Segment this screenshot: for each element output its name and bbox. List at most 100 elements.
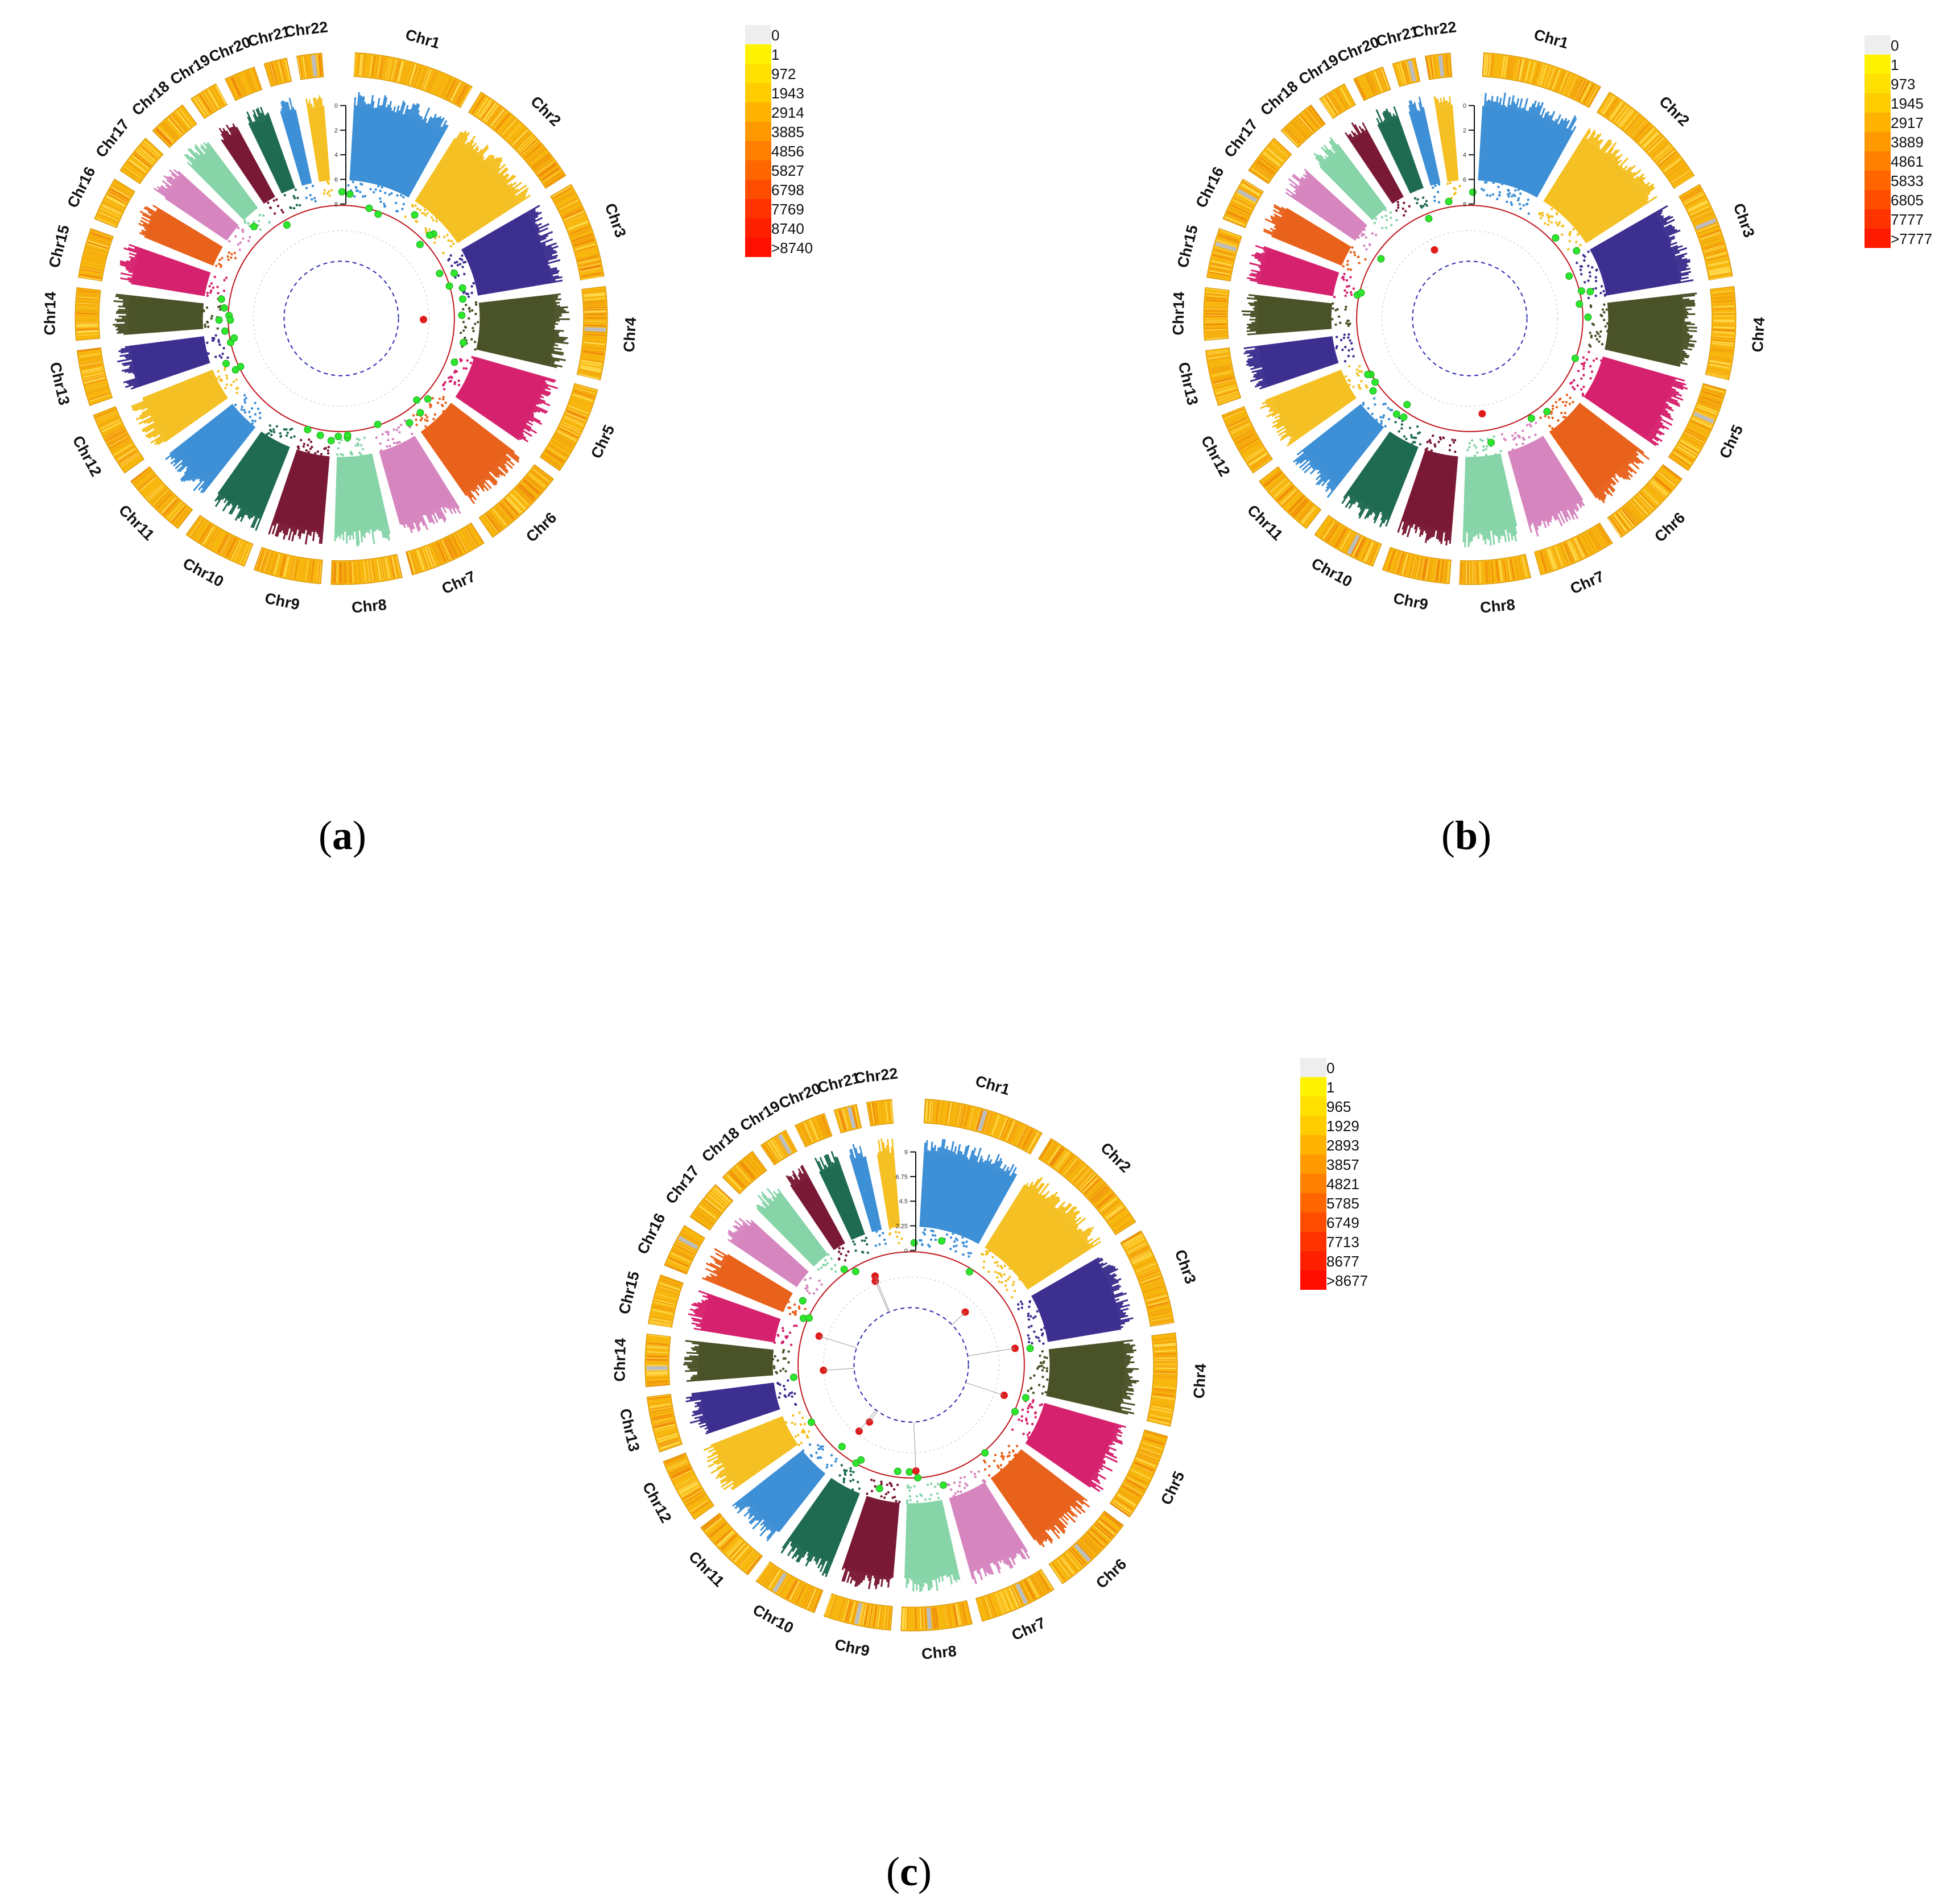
snp-point <box>858 1487 861 1490</box>
manhattan-band-chr12 <box>130 362 239 445</box>
snp-point <box>435 220 438 223</box>
manhattan-band-chr1 <box>1478 92 1577 215</box>
snp-point <box>915 1495 919 1498</box>
snp-point <box>392 428 395 431</box>
snp-point <box>424 214 427 217</box>
snp-point <box>1597 332 1600 336</box>
snp-point <box>906 1499 909 1502</box>
density-ring-chr15 <box>78 227 114 282</box>
snp-point <box>350 453 354 456</box>
snp-point <box>1006 1288 1008 1292</box>
snp-point <box>849 1473 853 1476</box>
snp-point <box>998 1280 1001 1283</box>
snp-point <box>833 1264 837 1266</box>
axis-tick-label: 6 <box>334 176 338 183</box>
snp-point <box>305 196 308 200</box>
legend-swatch <box>745 218 771 238</box>
snp-point <box>880 1480 883 1483</box>
snp-point <box>360 444 363 447</box>
snp-point <box>780 1342 783 1344</box>
snp-point <box>377 185 380 188</box>
manhattan-band-chr16 <box>138 204 237 268</box>
snp-point <box>1041 1369 1044 1372</box>
snp-point <box>1582 356 1585 359</box>
chromosome-label: Chr4 <box>621 317 639 353</box>
snp-point <box>1522 437 1524 440</box>
snp-point <box>468 317 470 320</box>
snp-point <box>1436 191 1440 193</box>
snp-point <box>1589 304 1592 307</box>
snp-point <box>424 227 427 230</box>
snp-point <box>402 202 406 206</box>
snp-point <box>956 1239 959 1241</box>
snp-point <box>1345 322 1348 325</box>
snp-point <box>206 341 209 344</box>
manhattan-band-chr4 <box>1027 1339 1139 1415</box>
snp-point <box>272 199 276 202</box>
snp-point <box>1357 383 1361 387</box>
snp-point <box>1331 318 1334 321</box>
snp-point <box>230 253 233 256</box>
density-ring-chr14 <box>75 287 101 341</box>
snp-point <box>1345 279 1349 282</box>
legend-swatch <box>745 160 771 180</box>
snp-point <box>1549 215 1552 218</box>
snp-point <box>1583 259 1586 262</box>
snp-point <box>1382 414 1386 417</box>
density-ring-chr21 <box>833 1104 862 1134</box>
significant-snp-point <box>445 282 453 290</box>
legend-label: 3857 <box>1326 1156 1359 1173</box>
snp-point <box>1008 1451 1011 1454</box>
snp-point <box>243 411 247 414</box>
snp-point <box>248 411 251 413</box>
snp-point <box>205 320 209 324</box>
snp-point <box>1569 396 1572 399</box>
snp-point <box>414 220 417 223</box>
snp-point <box>309 448 312 450</box>
snp-point <box>353 195 356 198</box>
snp-point <box>1598 340 1601 343</box>
snp-point <box>806 1289 809 1293</box>
snp-point <box>1347 378 1350 382</box>
manhattan-band-chr18 <box>755 1187 837 1273</box>
snp-point <box>462 329 465 332</box>
snp-point <box>1525 203 1528 206</box>
snp-point <box>1433 199 1436 202</box>
snp-point <box>782 1351 785 1354</box>
connector-line <box>858 1409 877 1431</box>
snp-point <box>1519 207 1522 210</box>
snp-point <box>1008 1267 1011 1270</box>
snp-point <box>443 388 446 391</box>
legend-swatch <box>1300 1096 1326 1116</box>
snp-point <box>1000 1275 1003 1278</box>
manhattan-band-chr10 <box>214 424 296 531</box>
snp-point <box>423 209 427 212</box>
density-ring-chr11 <box>1259 466 1322 529</box>
significant-snp-point <box>938 1237 946 1245</box>
density-ring-chr18 <box>152 104 197 148</box>
snp-point <box>1371 412 1374 416</box>
legend-label: 8740 <box>771 220 804 237</box>
snp-point <box>1449 444 1452 447</box>
snp-point <box>1560 411 1563 415</box>
axis-tick-label: 8 <box>334 201 338 208</box>
chromosome-label: Chr12 <box>1198 433 1234 479</box>
snp-point <box>934 1238 937 1241</box>
snp-point <box>395 428 399 432</box>
manhattan-band-chr7 <box>375 419 461 533</box>
snp-point <box>1572 386 1574 389</box>
snp-point <box>784 1421 788 1424</box>
legend-label: 7777 <box>1891 211 1924 228</box>
snp-point <box>220 356 223 359</box>
manhattan-band-chr7 <box>943 1470 1030 1584</box>
snp-point <box>954 1492 957 1495</box>
snp-point <box>898 1241 900 1245</box>
snp-point <box>465 367 468 370</box>
snp-point <box>1344 308 1347 311</box>
snp-point <box>1400 427 1403 430</box>
snp-point <box>818 1456 821 1459</box>
snp-point <box>472 326 474 330</box>
density-ring-chr6 <box>1048 1510 1125 1584</box>
snp-point <box>1504 438 1507 441</box>
snp-point <box>1576 384 1579 387</box>
